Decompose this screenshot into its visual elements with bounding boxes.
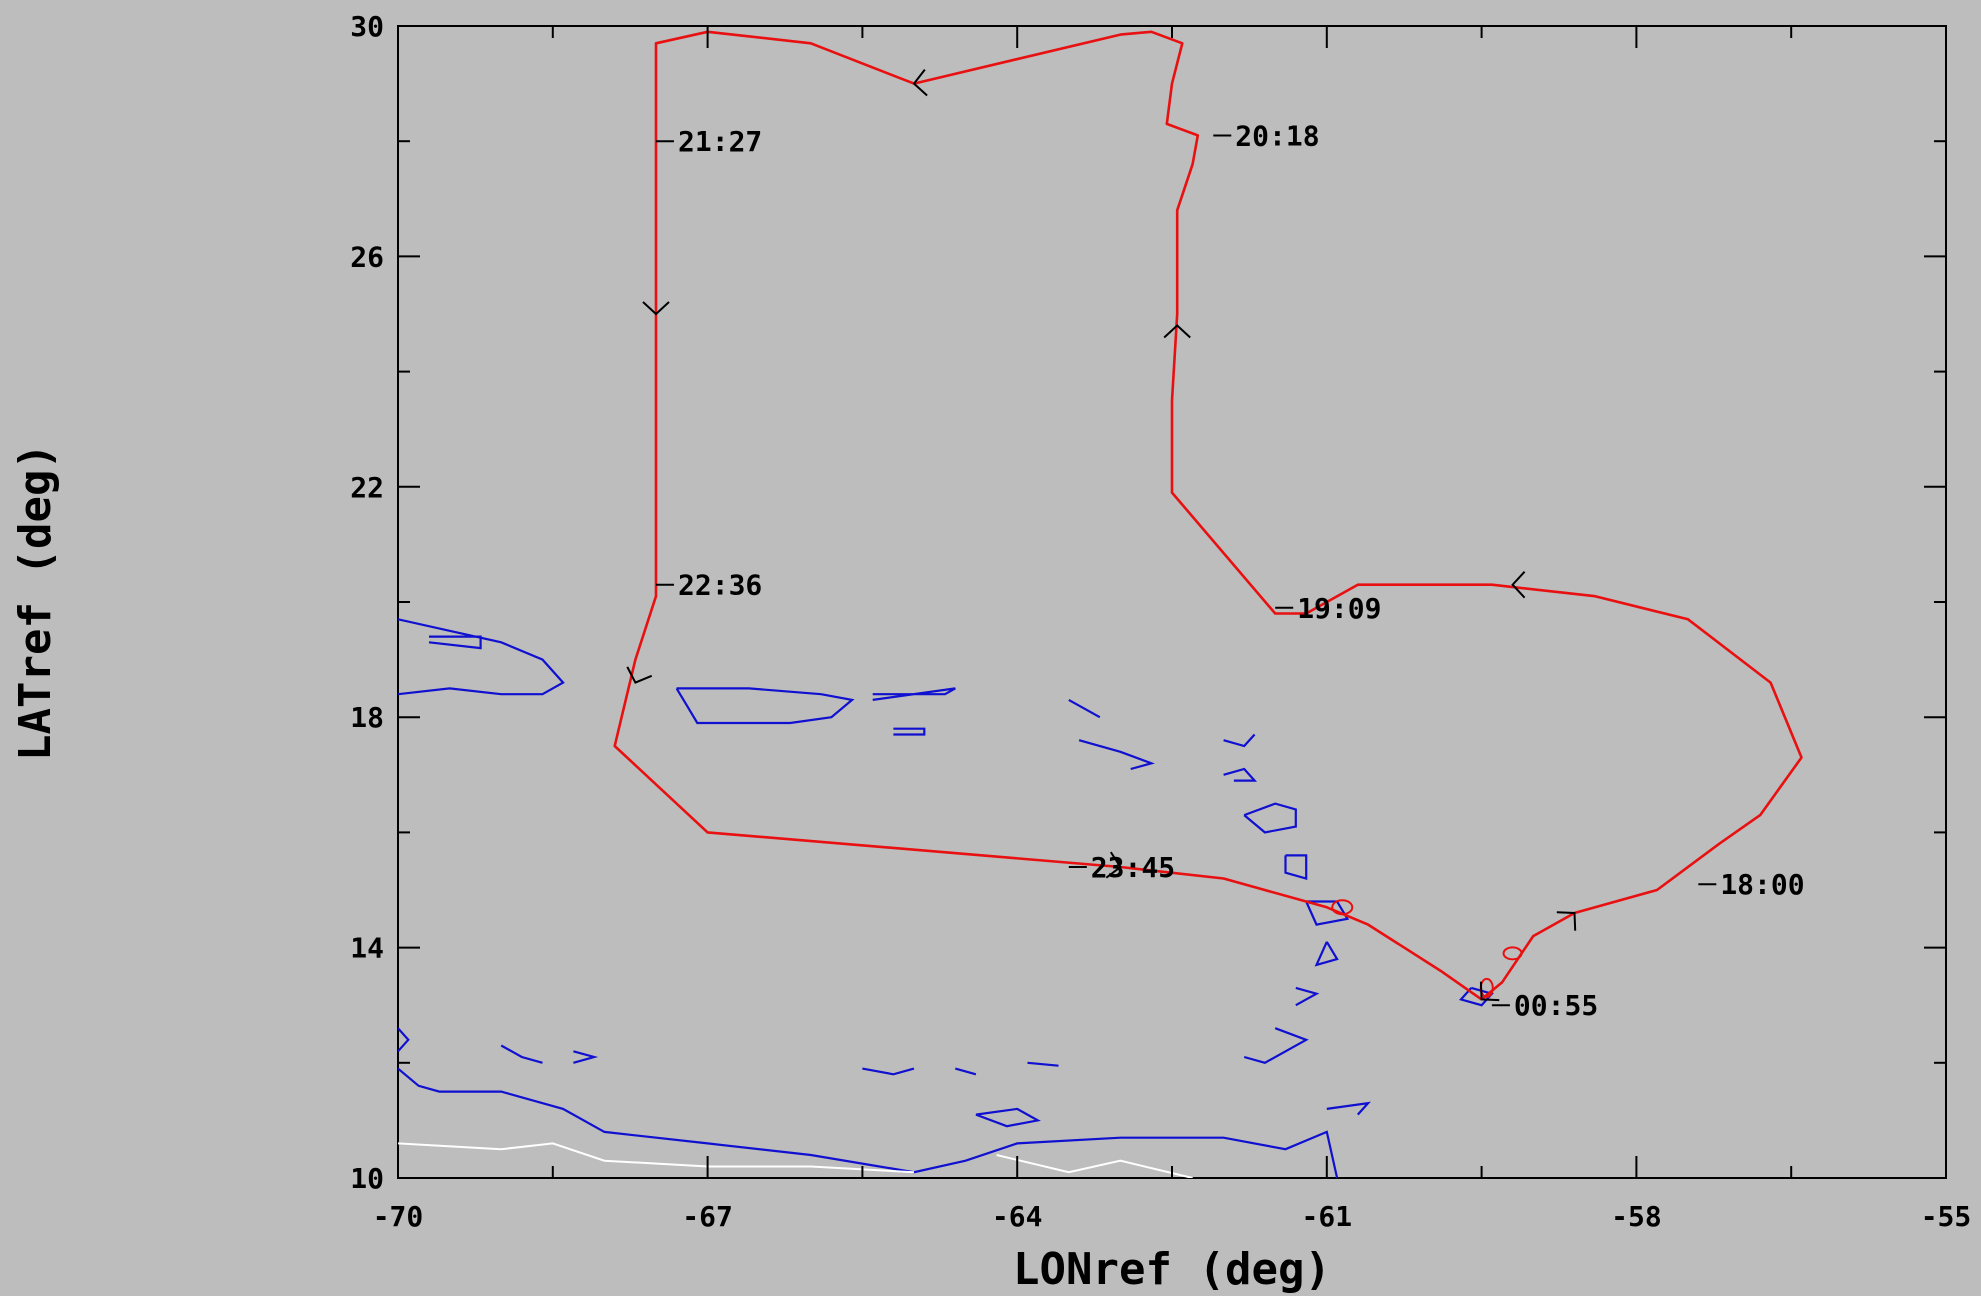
coastline-segment bbox=[1027, 1061, 1059, 1067]
coastline-segment bbox=[1314, 941, 1339, 967]
direction-arrow bbox=[912, 68, 928, 97]
coastline-segment bbox=[975, 1107, 1041, 1128]
flight-track-line bbox=[613, 30, 1803, 1001]
direction-arrow bbox=[1105, 851, 1122, 879]
time-label: 23:45 bbox=[1091, 851, 1175, 884]
coastline-segment bbox=[398, 1027, 410, 1053]
y-tick-label: 14 bbox=[350, 932, 384, 965]
coastline-layer bbox=[398, 618, 1494, 1178]
coastline-segment bbox=[955, 1067, 977, 1076]
x-axis-title: LONref (deg) bbox=[1013, 1244, 1331, 1295]
y-tick-label: 18 bbox=[350, 701, 384, 734]
coastline-segment bbox=[1295, 986, 1320, 1007]
coastline-segment bbox=[1068, 698, 1101, 719]
holding-loop bbox=[1502, 946, 1523, 961]
time-label: 19:09 bbox=[1297, 592, 1381, 625]
plot-area bbox=[397, 25, 1947, 1179]
x-tick-label: -70 bbox=[373, 1200, 424, 1233]
y-tick-label: 10 bbox=[350, 1162, 384, 1195]
direction-arrow bbox=[626, 666, 653, 684]
time-label: 20:18 bbox=[1235, 119, 1319, 152]
x-tick-label: -55 bbox=[1921, 1200, 1972, 1233]
time-annotation-layer: 21:27 20:18 22:36 19:09 18:00 23:45 00:55 bbox=[656, 119, 1805, 1022]
coastline-segment bbox=[1459, 986, 1494, 1007]
coastline-segment bbox=[1223, 733, 1256, 748]
coastline-segment bbox=[428, 635, 482, 650]
coastline-segment bbox=[1326, 1101, 1371, 1116]
x-tick-label: -67 bbox=[682, 1200, 733, 1233]
x-tick-label: -58 bbox=[1611, 1200, 1662, 1233]
coastline-segment bbox=[1243, 802, 1297, 834]
coastline-segment bbox=[862, 1067, 915, 1076]
coastline-segment bbox=[1243, 1027, 1309, 1064]
direction-arrow bbox=[1511, 571, 1526, 599]
direction-arrow-layer bbox=[626, 68, 1577, 1002]
coastline-segment bbox=[1078, 739, 1155, 771]
coastline-segment bbox=[1284, 854, 1308, 880]
coastline-segment bbox=[398, 1067, 1339, 1178]
border-segment bbox=[398, 1142, 915, 1174]
holding-loop bbox=[1331, 899, 1354, 916]
coastline-segment bbox=[1223, 767, 1258, 782]
time-label: 18:00 bbox=[1720, 868, 1804, 901]
x-tick-label: -64 bbox=[992, 1200, 1043, 1233]
border-segment bbox=[996, 1154, 1193, 1178]
coastline-segment bbox=[893, 727, 926, 736]
direction-arrow bbox=[1479, 981, 1500, 1002]
y-tick-label: 26 bbox=[350, 240, 384, 273]
direction-arrow bbox=[1163, 324, 1191, 339]
x-tick-label: -61 bbox=[1302, 1200, 1353, 1233]
y-tick-label: 30 bbox=[350, 10, 384, 43]
direction-arrow bbox=[642, 301, 670, 316]
border-layer bbox=[398, 1142, 1193, 1178]
y-axis-title: LATref (deg) bbox=[10, 443, 61, 761]
coastline-segment bbox=[872, 687, 956, 701]
coastline-segment bbox=[675, 687, 855, 725]
time-label: 00:55 bbox=[1514, 989, 1598, 1022]
time-label: 21:27 bbox=[678, 125, 762, 158]
time-label: 22:36 bbox=[678, 569, 762, 602]
track-layer bbox=[613, 30, 1803, 1001]
direction-arrow bbox=[1556, 911, 1577, 931]
coastline-segment bbox=[1305, 900, 1350, 926]
tick-layer: -70 -67 -64 -61 -58 -55 10 14 18 22 26 30 bbox=[350, 10, 1971, 1233]
coastline-segment bbox=[500, 1044, 543, 1064]
coastline-segment bbox=[398, 618, 565, 696]
y-tick-label: 22 bbox=[350, 471, 384, 504]
coastline-segment bbox=[573, 1050, 599, 1064]
